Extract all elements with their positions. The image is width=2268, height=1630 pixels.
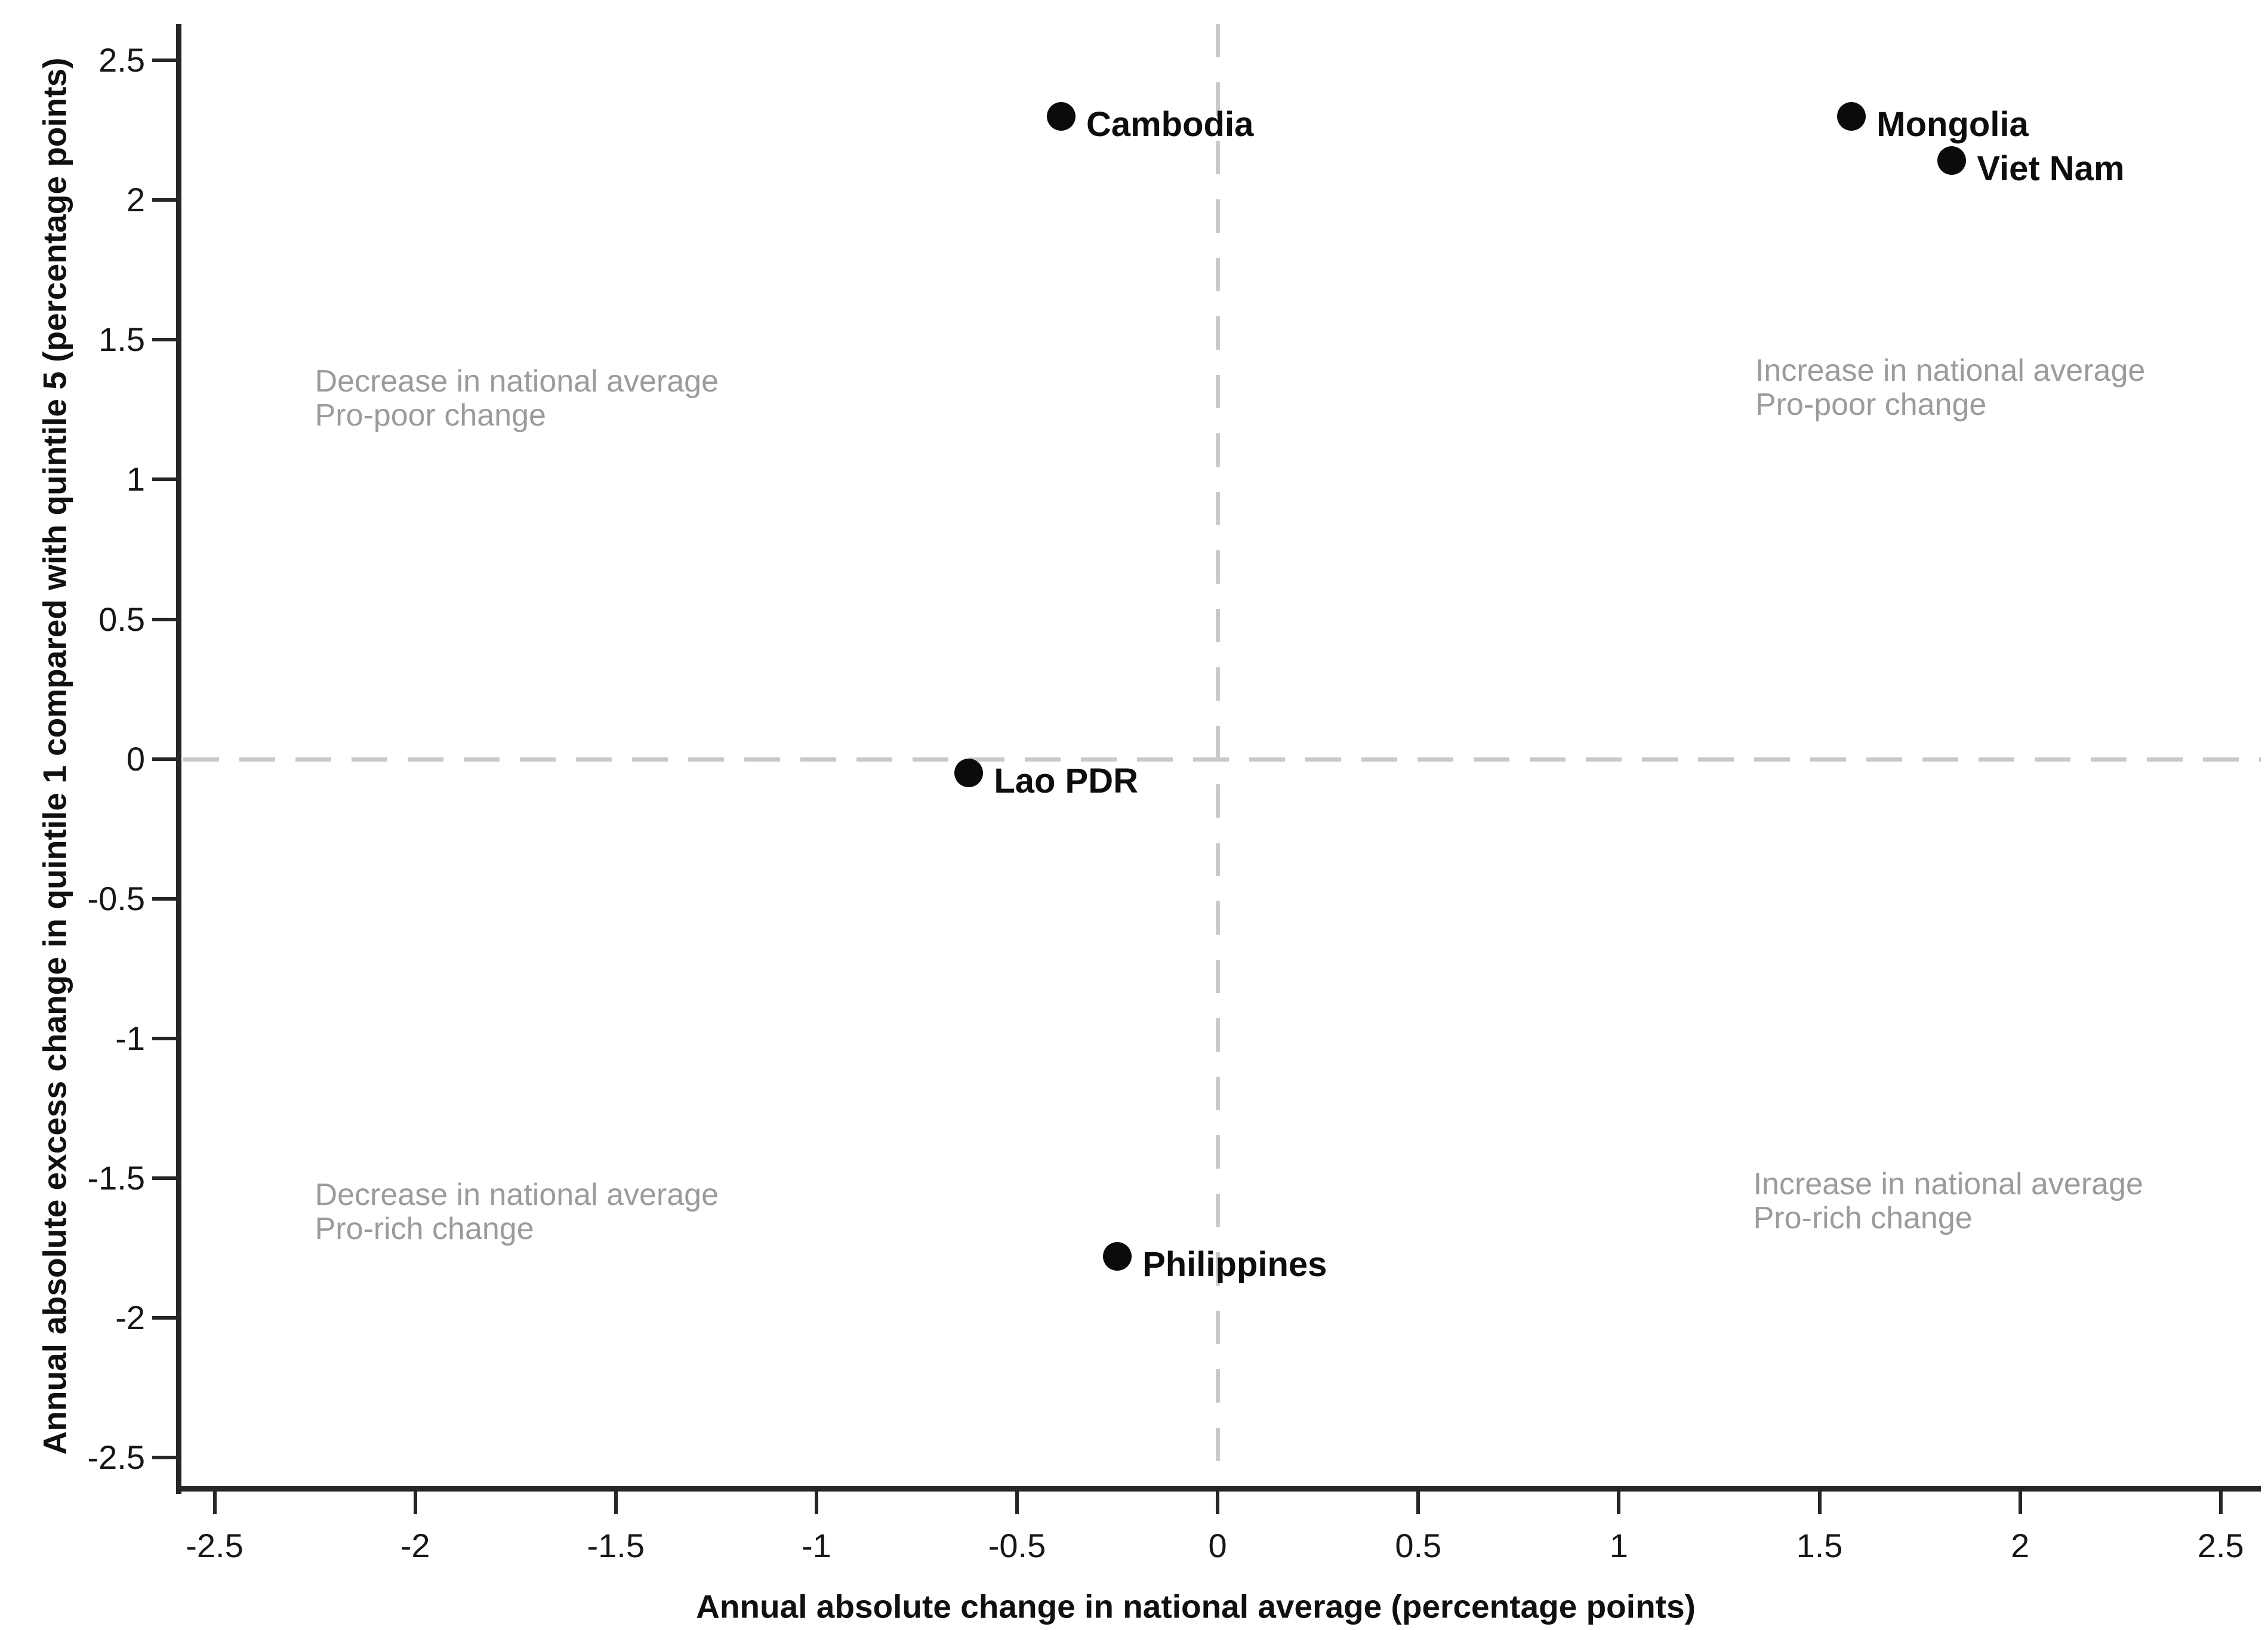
- quadrant-label-line: Decrease in national average: [315, 1178, 719, 1213]
- quadrant-label-line: Increase in national average: [1755, 353, 2146, 388]
- x-tick-mark: [1416, 1492, 1420, 1514]
- data-point-label: Cambodia: [1086, 104, 1254, 144]
- quadrant-label-line: Increase in national average: [1753, 1166, 2143, 1201]
- y-tick-label: 0.5: [98, 600, 145, 638]
- y-tick-label: -1.5: [87, 1159, 146, 1197]
- y-tick-mark: [152, 757, 176, 761]
- y-tick-mark: [152, 58, 176, 62]
- data-point-viet-nam: [1937, 146, 1967, 175]
- y-tick-mark: [152, 896, 176, 901]
- y-tick-mark: [152, 477, 176, 482]
- x-tick-mark: [2018, 1492, 2022, 1514]
- x-tick-label: 2: [2011, 1527, 2030, 1564]
- x-zero-dashed-reference-line: [1216, 24, 1221, 1486]
- x-axis-title: Annual absolute change in national avera…: [696, 1588, 1696, 1625]
- data-point-label: Philippines: [1142, 1245, 1327, 1284]
- y-axis-line: [176, 24, 181, 1494]
- x-axis-line: [176, 1486, 2261, 1492]
- x-tick-mark: [1216, 1492, 1220, 1514]
- quadrant-label-bottom-left: Decrease in national average Pro-rich cha…: [315, 1178, 719, 1246]
- data-point-label: Lao PDR: [994, 762, 1139, 801]
- quadrant-label-line: Pro-poor change: [315, 398, 546, 433]
- quadrant-label-bottom-right: Increase in national average Pro-rich cha…: [1754, 1167, 2143, 1235]
- x-tick-mark: [1015, 1492, 1019, 1514]
- data-point-lao-pdr: [954, 759, 984, 788]
- data-point-label: Viet Nam: [1977, 149, 2125, 189]
- x-tick-mark: [2218, 1492, 2223, 1514]
- y-axis-title: Annual absolute excess change in quintil…: [36, 57, 73, 1455]
- y-tick-label: -0.5: [87, 879, 146, 917]
- quadrant-label-line: Decrease in national average: [315, 364, 719, 399]
- x-tick-label: -2: [400, 1527, 430, 1564]
- x-tick-label: 1.5: [1796, 1527, 1843, 1564]
- x-tick-label: 2.5: [2197, 1527, 2244, 1564]
- y-tick-label: -2: [115, 1299, 145, 1337]
- y-tick-mark: [152, 1037, 176, 1040]
- quadrant-label-top-left: Decrease in national average Pro-poor cha…: [315, 365, 719, 433]
- y-tick-mark: [152, 1456, 176, 1460]
- quadrant-label-line: Pro-rich change: [1753, 1200, 1973, 1235]
- x-tick-mark: [814, 1492, 818, 1514]
- data-point-label: Mongolia: [1876, 104, 2029, 144]
- x-tick-mark: [413, 1492, 417, 1514]
- x-tick-label: -1: [801, 1527, 831, 1564]
- y-tick-mark: [152, 1316, 176, 1320]
- x-tick-label: -0.5: [988, 1527, 1046, 1564]
- x-tick-label: 1: [1609, 1527, 1628, 1564]
- x-tick-mark: [212, 1492, 217, 1514]
- y-tick-label: 2.5: [98, 41, 145, 79]
- y-tick-mark: [152, 1176, 176, 1181]
- y-tick-label: 1: [126, 460, 145, 498]
- y-tick-mark: [152, 617, 176, 621]
- y-tick-label: 1.5: [98, 321, 145, 359]
- y-tick-label: 0: [126, 739, 145, 778]
- x-tick-mark: [1817, 1492, 1822, 1514]
- data-point-mongolia: [1837, 101, 1866, 131]
- quadrant-label-line: Pro-poor change: [1755, 387, 1987, 422]
- x-tick-label: -2.5: [186, 1527, 244, 1564]
- y-zero-dashed-reference-line: [183, 757, 2261, 762]
- y-tick-label: -2.5: [87, 1438, 146, 1477]
- y-tick-label: 2: [126, 181, 145, 219]
- y-tick-label: -1: [115, 1019, 145, 1057]
- x-tick-label: -1.5: [587, 1527, 645, 1564]
- quadrant-label-line: Pro-rich change: [315, 1212, 534, 1247]
- x-tick-mark: [614, 1492, 618, 1514]
- data-point-cambodia: [1046, 101, 1076, 131]
- x-tick-label: 0.5: [1395, 1527, 1442, 1564]
- x-tick-label: 0: [1208, 1527, 1227, 1564]
- data-point-philippines: [1103, 1242, 1132, 1271]
- x-tick-mark: [1617, 1492, 1621, 1514]
- quadrant-label-top-right: Increase in national average Pro-poor cha…: [1755, 353, 2146, 422]
- y-tick-mark: [152, 198, 176, 202]
- y-tick-mark: [152, 338, 176, 342]
